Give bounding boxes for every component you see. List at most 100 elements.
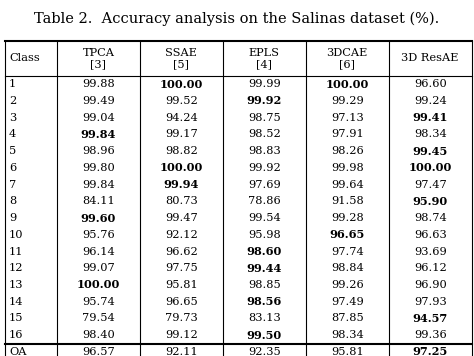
Text: 98.34: 98.34 xyxy=(331,330,364,340)
Text: 98.84: 98.84 xyxy=(331,263,364,273)
Text: 98.40: 98.40 xyxy=(82,330,115,340)
Text: 98.82: 98.82 xyxy=(165,146,198,156)
Text: 3: 3 xyxy=(9,112,16,123)
Text: 7: 7 xyxy=(9,179,16,190)
Text: 98.75: 98.75 xyxy=(248,112,281,123)
Text: 95.81: 95.81 xyxy=(331,347,364,356)
Text: 97.13: 97.13 xyxy=(331,112,364,123)
Text: 97.47: 97.47 xyxy=(414,179,447,190)
Text: 99.98: 99.98 xyxy=(331,163,364,173)
Text: 100.00: 100.00 xyxy=(160,79,203,90)
Text: 96.62: 96.62 xyxy=(165,246,198,257)
Text: 99.84: 99.84 xyxy=(81,129,116,140)
Text: 96.12: 96.12 xyxy=(414,263,447,273)
Text: 99.92: 99.92 xyxy=(248,163,281,173)
Text: 99.99: 99.99 xyxy=(248,79,281,89)
Text: 91.58: 91.58 xyxy=(331,196,364,206)
Text: 97.75: 97.75 xyxy=(165,263,198,273)
Text: 98.83: 98.83 xyxy=(248,146,281,156)
Text: 79.73: 79.73 xyxy=(165,313,198,324)
Text: 94.57: 94.57 xyxy=(412,313,448,324)
Text: 98.74: 98.74 xyxy=(414,213,447,223)
Text: 87.85: 87.85 xyxy=(331,313,364,324)
Text: 100.00: 100.00 xyxy=(409,162,452,173)
Text: 3D ResAE: 3D ResAE xyxy=(401,53,459,63)
Text: 100.00: 100.00 xyxy=(326,79,369,90)
Text: 83.13: 83.13 xyxy=(248,313,281,324)
Text: 100.00: 100.00 xyxy=(160,162,203,173)
Text: 99.49: 99.49 xyxy=(82,96,115,106)
Text: 99.12: 99.12 xyxy=(165,330,198,340)
Text: 95.98: 95.98 xyxy=(248,230,281,240)
Text: 99.45: 99.45 xyxy=(412,146,448,157)
Text: 98.85: 98.85 xyxy=(248,280,281,290)
Text: 99.41: 99.41 xyxy=(412,112,448,123)
Text: 97.69: 97.69 xyxy=(248,179,281,190)
Text: 99.60: 99.60 xyxy=(81,213,116,224)
Text: 92.35: 92.35 xyxy=(248,347,281,356)
Text: 79.54: 79.54 xyxy=(82,313,115,324)
Text: 100.00: 100.00 xyxy=(77,279,120,290)
Text: Class: Class xyxy=(9,53,40,63)
Text: 10: 10 xyxy=(9,230,23,240)
Text: EPLS
[4]: EPLS [4] xyxy=(249,48,280,69)
Text: 93.69: 93.69 xyxy=(414,246,447,257)
Text: 78.86: 78.86 xyxy=(248,196,281,206)
Text: 96.65: 96.65 xyxy=(165,297,198,307)
Text: 95.90: 95.90 xyxy=(412,196,448,207)
Text: 99.26: 99.26 xyxy=(331,280,364,290)
Text: 84.11: 84.11 xyxy=(82,196,115,206)
Text: 97.93: 97.93 xyxy=(414,297,447,307)
Text: SSAE
[5]: SSAE [5] xyxy=(165,48,197,69)
Text: 99.36: 99.36 xyxy=(414,330,447,340)
Text: 99.07: 99.07 xyxy=(82,263,115,273)
Text: 98.26: 98.26 xyxy=(331,146,364,156)
Text: 99.50: 99.50 xyxy=(246,330,282,341)
Text: 15: 15 xyxy=(9,313,23,324)
Text: 96.90: 96.90 xyxy=(414,280,447,290)
Text: 12: 12 xyxy=(9,263,23,273)
Text: 92.12: 92.12 xyxy=(165,230,198,240)
Text: 13: 13 xyxy=(9,280,23,290)
Text: 92.11: 92.11 xyxy=(165,347,198,356)
Text: 4: 4 xyxy=(9,129,16,140)
Text: 5: 5 xyxy=(9,146,16,156)
Text: 99.29: 99.29 xyxy=(331,96,364,106)
Text: 99.84: 99.84 xyxy=(82,179,115,190)
Text: 98.60: 98.60 xyxy=(246,246,282,257)
Text: 99.88: 99.88 xyxy=(82,79,115,89)
Text: 6: 6 xyxy=(9,163,16,173)
Text: 80.73: 80.73 xyxy=(165,196,198,206)
Text: 97.49: 97.49 xyxy=(331,297,364,307)
Text: 98.56: 98.56 xyxy=(246,296,282,307)
Text: 99.24: 99.24 xyxy=(414,96,447,106)
Text: 8: 8 xyxy=(9,196,16,206)
Text: 99.04: 99.04 xyxy=(82,112,115,123)
Text: 98.34: 98.34 xyxy=(414,129,447,140)
Text: 96.57: 96.57 xyxy=(82,347,115,356)
Text: 1: 1 xyxy=(9,79,16,89)
Text: 99.80: 99.80 xyxy=(82,163,115,173)
Text: 2: 2 xyxy=(9,96,16,106)
Text: 96.14: 96.14 xyxy=(82,246,115,257)
Text: 98.52: 98.52 xyxy=(248,129,281,140)
Text: 99.44: 99.44 xyxy=(246,263,282,274)
Text: 97.25: 97.25 xyxy=(412,346,448,356)
Text: 99.54: 99.54 xyxy=(248,213,281,223)
Text: 94.24: 94.24 xyxy=(165,112,198,123)
Text: 9: 9 xyxy=(9,213,16,223)
Text: 14: 14 xyxy=(9,297,23,307)
Text: 99.92: 99.92 xyxy=(246,95,282,106)
Text: TPCA
[3]: TPCA [3] xyxy=(82,48,114,69)
Text: 11: 11 xyxy=(9,246,23,257)
Text: 95.74: 95.74 xyxy=(82,297,115,307)
Text: 95.81: 95.81 xyxy=(165,280,198,290)
Text: 3DCAE
[6]: 3DCAE [6] xyxy=(327,48,368,69)
Text: 99.28: 99.28 xyxy=(331,213,364,223)
Text: 98.96: 98.96 xyxy=(82,146,115,156)
Text: 97.74: 97.74 xyxy=(331,246,364,257)
Text: 16: 16 xyxy=(9,330,23,340)
Text: 95.76: 95.76 xyxy=(82,230,115,240)
Text: OA: OA xyxy=(9,347,27,356)
Text: 99.64: 99.64 xyxy=(331,179,364,190)
